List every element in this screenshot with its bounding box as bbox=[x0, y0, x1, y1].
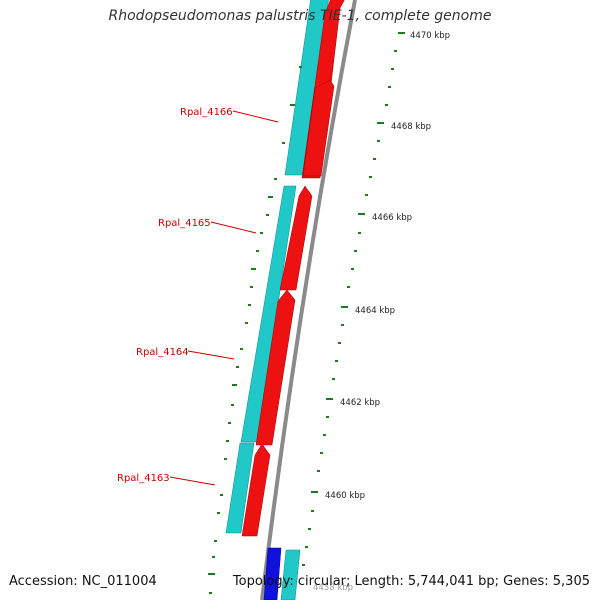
minor-tick bbox=[385, 104, 388, 106]
minor-tick bbox=[347, 286, 350, 288]
major-tick bbox=[358, 213, 365, 215]
left-mark bbox=[214, 540, 217, 542]
leader-rpal-4166 bbox=[232, 110, 279, 123]
minor-tick bbox=[388, 86, 391, 88]
major-tick bbox=[341, 306, 348, 308]
minor-tick bbox=[323, 434, 326, 436]
minor-tick bbox=[369, 176, 372, 178]
left-mark bbox=[250, 286, 253, 288]
cds-rpal-4164-reverse bbox=[255, 289, 296, 446]
minor-tick bbox=[354, 250, 357, 252]
tick-label-4464: 4464 kbp bbox=[355, 306, 395, 316]
gene-label-rpal-4166: Rpal_4166 bbox=[180, 107, 233, 118]
left-mark bbox=[256, 250, 259, 252]
minor-tick bbox=[373, 158, 376, 160]
minor-tick bbox=[308, 528, 311, 530]
reverse-strand-features bbox=[241, 0, 345, 537]
tick-label-4458: 4458 kbp bbox=[313, 583, 353, 593]
minor-tick bbox=[391, 68, 394, 70]
left-track-marks bbox=[208, 66, 302, 594]
left-mark bbox=[236, 366, 239, 368]
left-mark bbox=[299, 66, 302, 68]
left-mark bbox=[231, 404, 234, 406]
left-mark bbox=[268, 196, 273, 198]
genome-backbone bbox=[260, 0, 357, 600]
left-mark bbox=[240, 348, 243, 350]
leader-rpal-4164 bbox=[187, 350, 235, 360]
tick-label-4468: 4468 kbp bbox=[391, 122, 431, 132]
left-mark bbox=[282, 142, 285, 144]
left-mark bbox=[251, 268, 256, 270]
minor-tick bbox=[305, 546, 308, 548]
tick-label-4466: 4466 kbp bbox=[372, 213, 412, 223]
minor-tick bbox=[332, 378, 335, 380]
left-mark bbox=[224, 458, 227, 460]
left-mark bbox=[217, 512, 220, 514]
scale-tick-labels: 4470 kbp 4468 kbp 4466 kbp 4464 kbp 4462… bbox=[313, 31, 450, 593]
genome-summary-text: Topology: circular; Length: 5,744,041 bp… bbox=[232, 574, 590, 589]
minor-tick bbox=[341, 324, 344, 326]
minor-tick bbox=[317, 470, 320, 472]
cds-rpal-4163-reverse bbox=[241, 443, 271, 537]
leader-rpal-4165 bbox=[210, 221, 257, 234]
minor-tick bbox=[358, 232, 361, 234]
tick-label-4470: 4470 kbp bbox=[410, 31, 450, 41]
tick-label-4460: 4460 kbp bbox=[325, 491, 365, 501]
left-mark bbox=[220, 494, 223, 496]
major-tick bbox=[311, 491, 318, 493]
gene-label-leaders bbox=[169, 110, 279, 486]
leader-rpal-4163 bbox=[169, 476, 216, 486]
minor-tick bbox=[351, 268, 354, 270]
tick-label-4462: 4462 kbp bbox=[340, 398, 380, 408]
major-tick bbox=[398, 32, 405, 34]
minor-tick bbox=[302, 564, 305, 566]
minor-tick bbox=[365, 194, 368, 196]
cds-next-forward bbox=[280, 549, 301, 600]
cds-segment-upper bbox=[302, 79, 335, 177]
left-mark bbox=[274, 178, 277, 180]
minor-tick bbox=[320, 452, 323, 454]
left-mark bbox=[228, 422, 231, 424]
major-tick bbox=[377, 122, 384, 124]
minor-tick bbox=[335, 360, 338, 362]
left-mark bbox=[266, 214, 269, 216]
cds-rpal-4165-reverse bbox=[279, 185, 313, 291]
minor-tick bbox=[311, 510, 314, 512]
left-mark bbox=[248, 304, 251, 306]
left-mark bbox=[245, 322, 248, 324]
major-tick bbox=[326, 398, 333, 400]
accession-text: Accession: NC_011004 bbox=[9, 574, 157, 589]
map-title: Rhodopseudomonas palustris TIE-1, comple… bbox=[108, 8, 492, 24]
left-mark bbox=[290, 104, 295, 106]
cds-next-other bbox=[263, 547, 282, 600]
forward-strand-features bbox=[225, 0, 329, 600]
cds-rpal-4163-forward bbox=[225, 442, 255, 534]
left-mark bbox=[260, 232, 263, 234]
minor-tick bbox=[338, 342, 341, 344]
minor-tick bbox=[377, 140, 380, 142]
left-mark bbox=[226, 440, 229, 442]
left-mark bbox=[208, 573, 215, 575]
gene-labels: Rpal_4166 Rpal_4165 Rpal_4164 Rpal_4163 bbox=[117, 107, 233, 484]
gene-label-rpal-4164: Rpal_4164 bbox=[136, 347, 189, 358]
gene-label-rpal-4163: Rpal_4163 bbox=[117, 473, 170, 484]
left-mark bbox=[212, 556, 215, 558]
minor-tick bbox=[326, 416, 329, 418]
minor-tick bbox=[394, 50, 397, 52]
left-mark bbox=[209, 592, 212, 594]
scale-ticks bbox=[302, 32, 405, 566]
gene-label-rpal-4165: Rpal_4165 bbox=[158, 218, 211, 229]
left-mark bbox=[232, 384, 237, 386]
